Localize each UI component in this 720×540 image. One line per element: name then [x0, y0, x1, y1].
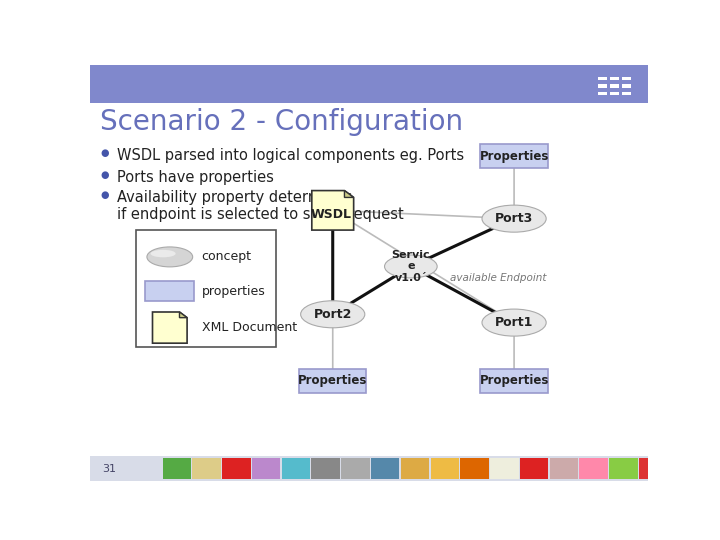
Text: Scenario 2 - Configuration: Scenario 2 - Configuration [100, 109, 463, 137]
Text: properties: properties [202, 285, 266, 298]
Text: Availability property determines
if endpoint is selected to serve request: Availability property determines if endp… [117, 190, 403, 222]
FancyBboxPatch shape [480, 369, 548, 393]
FancyBboxPatch shape [299, 369, 366, 393]
FancyBboxPatch shape [622, 92, 631, 95]
FancyBboxPatch shape [145, 281, 194, 301]
FancyBboxPatch shape [163, 458, 191, 479]
FancyBboxPatch shape [610, 92, 619, 95]
Text: concept: concept [202, 251, 251, 264]
FancyBboxPatch shape [341, 458, 369, 479]
Text: Properties: Properties [298, 374, 367, 387]
FancyBboxPatch shape [598, 77, 607, 80]
FancyBboxPatch shape [136, 230, 276, 347]
FancyBboxPatch shape [431, 458, 459, 479]
Polygon shape [312, 191, 354, 230]
Text: Servic
e
v1.0´: Servic e v1.0´ [392, 250, 430, 283]
FancyBboxPatch shape [252, 458, 280, 479]
FancyBboxPatch shape [222, 458, 251, 479]
Text: Port1: Port1 [495, 316, 534, 329]
FancyBboxPatch shape [312, 458, 340, 479]
Polygon shape [179, 312, 187, 318]
FancyBboxPatch shape [549, 458, 578, 479]
Ellipse shape [150, 250, 176, 258]
Text: Properties: Properties [480, 150, 549, 163]
Ellipse shape [384, 255, 437, 278]
Text: ●: ● [100, 148, 109, 158]
FancyBboxPatch shape [622, 84, 631, 87]
FancyBboxPatch shape [480, 144, 548, 168]
Polygon shape [344, 191, 354, 198]
FancyBboxPatch shape [371, 458, 400, 479]
FancyBboxPatch shape [192, 458, 221, 479]
Text: Port3: Port3 [495, 212, 534, 225]
FancyBboxPatch shape [520, 458, 549, 479]
Text: XML Document: XML Document [202, 321, 297, 334]
Ellipse shape [147, 247, 193, 267]
FancyBboxPatch shape [598, 92, 607, 95]
Text: Port2: Port2 [313, 308, 352, 321]
FancyBboxPatch shape [639, 458, 667, 479]
FancyBboxPatch shape [90, 456, 648, 481]
Text: WSDL parsed into logical components eg. Ports: WSDL parsed into logical components eg. … [117, 148, 464, 163]
FancyBboxPatch shape [622, 77, 631, 80]
Text: Ports have properties: Ports have properties [117, 170, 274, 185]
FancyBboxPatch shape [609, 458, 638, 479]
FancyBboxPatch shape [610, 84, 619, 87]
Text: 31: 31 [102, 463, 116, 474]
FancyBboxPatch shape [401, 458, 429, 479]
Text: available Endpoint: available Endpoint [450, 273, 546, 283]
Text: ●: ● [100, 190, 109, 200]
Text: WSDL: WSDL [311, 208, 352, 221]
FancyBboxPatch shape [490, 458, 518, 479]
FancyBboxPatch shape [282, 458, 310, 479]
Text: Properties: Properties [480, 374, 549, 387]
FancyBboxPatch shape [580, 458, 608, 479]
FancyBboxPatch shape [598, 84, 607, 87]
Text: ●: ● [100, 170, 109, 180]
FancyBboxPatch shape [610, 77, 619, 80]
FancyBboxPatch shape [90, 65, 648, 103]
Ellipse shape [482, 205, 546, 232]
Ellipse shape [301, 301, 365, 328]
FancyBboxPatch shape [460, 458, 489, 479]
Polygon shape [153, 312, 187, 343]
Ellipse shape [482, 309, 546, 336]
